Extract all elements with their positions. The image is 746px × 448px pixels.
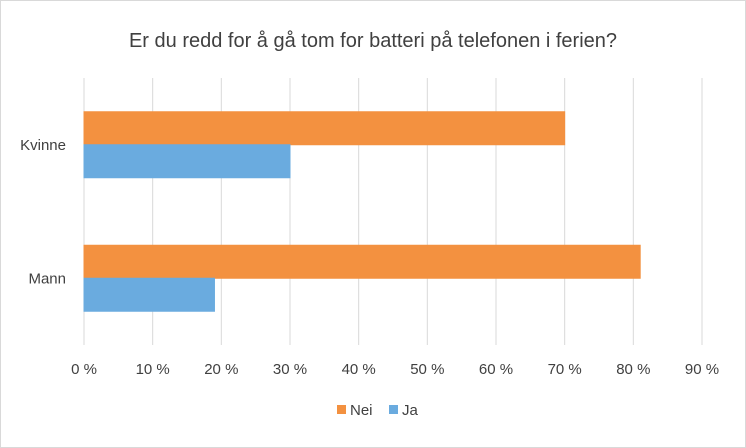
bar-ja-mann: [83, 277, 215, 312]
bar-nei-mann: [83, 244, 641, 279]
x-tick-label-10: 10 %: [136, 361, 170, 378]
legend-label-ja: Ja: [402, 402, 419, 419]
bar-ja-kvinne: [83, 144, 291, 179]
x-tick-label-30: 30 %: [273, 361, 307, 378]
x-tick-label-20: 20 %: [204, 361, 238, 378]
bars: [83, 111, 641, 312]
category-labels: Kvinne Mann: [20, 137, 66, 288]
x-tick-label-40: 40 %: [342, 361, 376, 378]
x-tick-label-50: 50 %: [410, 361, 444, 378]
x-tick-label-80: 80 %: [616, 361, 650, 378]
x-tick-labels: 0 % 10 % 20 % 30 % 40 % 50 % 60 % 70 % 80 % 90 %: [71, 361, 719, 378]
legend-label-nei: Nei: [350, 402, 373, 419]
bar-nei-kvinne: [83, 111, 566, 146]
category-label-mann: Mann: [28, 270, 66, 287]
x-tick-label-0: 0 %: [71, 361, 97, 378]
legend: Nei Ja: [337, 402, 419, 419]
x-tick-label-90: 90 %: [685, 361, 719, 378]
chart-title: Er du redd for å gå tom for batteri på t…: [129, 30, 617, 52]
category-label-kvinne: Kvinne: [20, 137, 66, 154]
x-tick-label-70: 70 %: [548, 361, 582, 378]
legend-swatch-ja: [389, 405, 398, 414]
legend-swatch-nei: [337, 405, 346, 414]
x-tick-label-60: 60 %: [479, 361, 513, 378]
